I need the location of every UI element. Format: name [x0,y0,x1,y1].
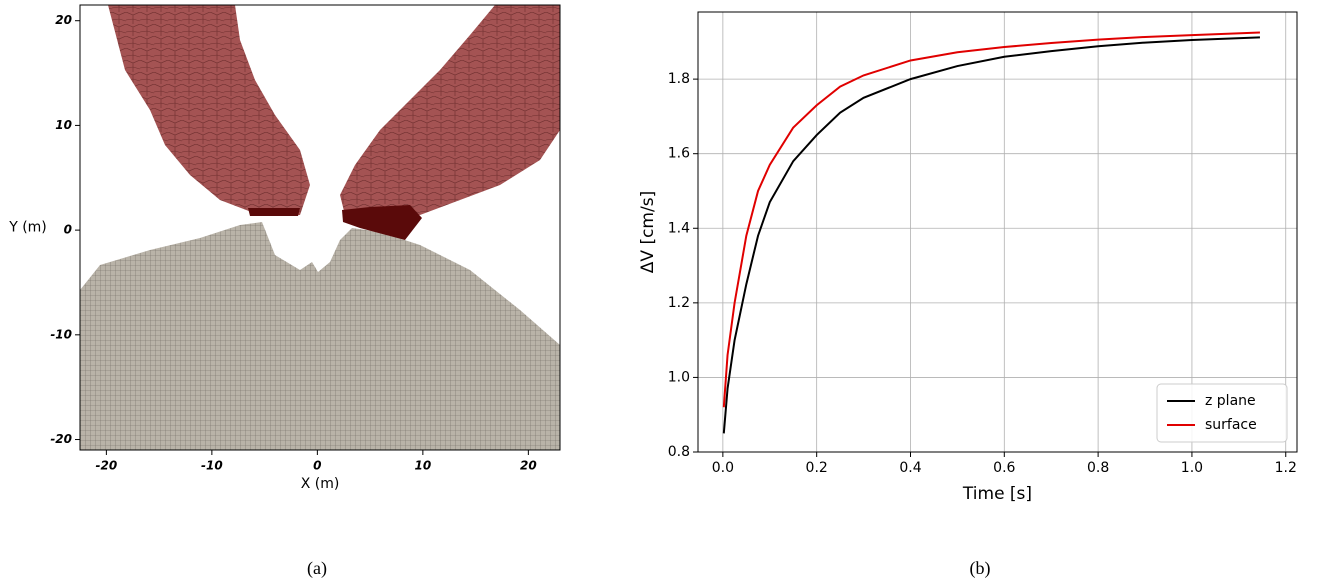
x-tick-label: 0.4 [899,460,921,476]
x-tick-label: 0.0 [712,460,734,476]
legend-label: surface [1205,417,1257,433]
y-axis-label: ΔV [cm/s] [638,191,658,273]
x-tick-label: 0.6 [993,460,1015,476]
x-tick-label: 0 [313,459,321,473]
x-tick-label: -10 [201,459,223,473]
legend-label: z plane [1205,393,1256,409]
plot-frame [79,4,561,451]
y-tick-label: 10 [55,118,72,132]
x-axis-label: X (m) [301,476,340,492]
ejecta-dark [342,205,422,240]
line-series [722,36,1260,434]
mesh-render [80,5,560,450]
x-tick-label: 0.8 [1087,460,1109,476]
x-axis-label: Time [s] [962,484,1032,504]
ejecta-dark [248,208,300,216]
x-tick-label: 20 [520,459,537,473]
x-tick-label: 10 [415,459,432,473]
line-series [722,31,1260,408]
y-tick-label: 1.4 [668,220,690,236]
y-tick-label: 1.2 [668,295,690,311]
ejecta-right [340,5,560,215]
y-tick-label: 1.6 [668,146,690,162]
plot-frame [697,11,1298,453]
y-tick-label: 1.8 [668,71,690,87]
y-axis-label: Y (m) [8,220,47,236]
y-tick-label: 1.0 [668,369,690,385]
y-tick-label: 0 [64,223,72,237]
y-tick-label: -10 [50,327,72,341]
caption: (b) [970,558,991,579]
y-tick-label: 20 [55,13,72,27]
x-tick-label: 1.2 [1275,460,1297,476]
y-tick-label: 0.8 [668,444,690,460]
x-tick-label: 1.0 [1181,460,1203,476]
ejecta-left [108,5,310,216]
y-tick-label: -20 [50,432,72,446]
x-tick-label: -20 [96,459,118,473]
legend-box [1156,383,1288,443]
ground-mesh [80,222,560,450]
caption: (a) [307,558,327,579]
x-tick-label: 0.2 [806,460,828,476]
